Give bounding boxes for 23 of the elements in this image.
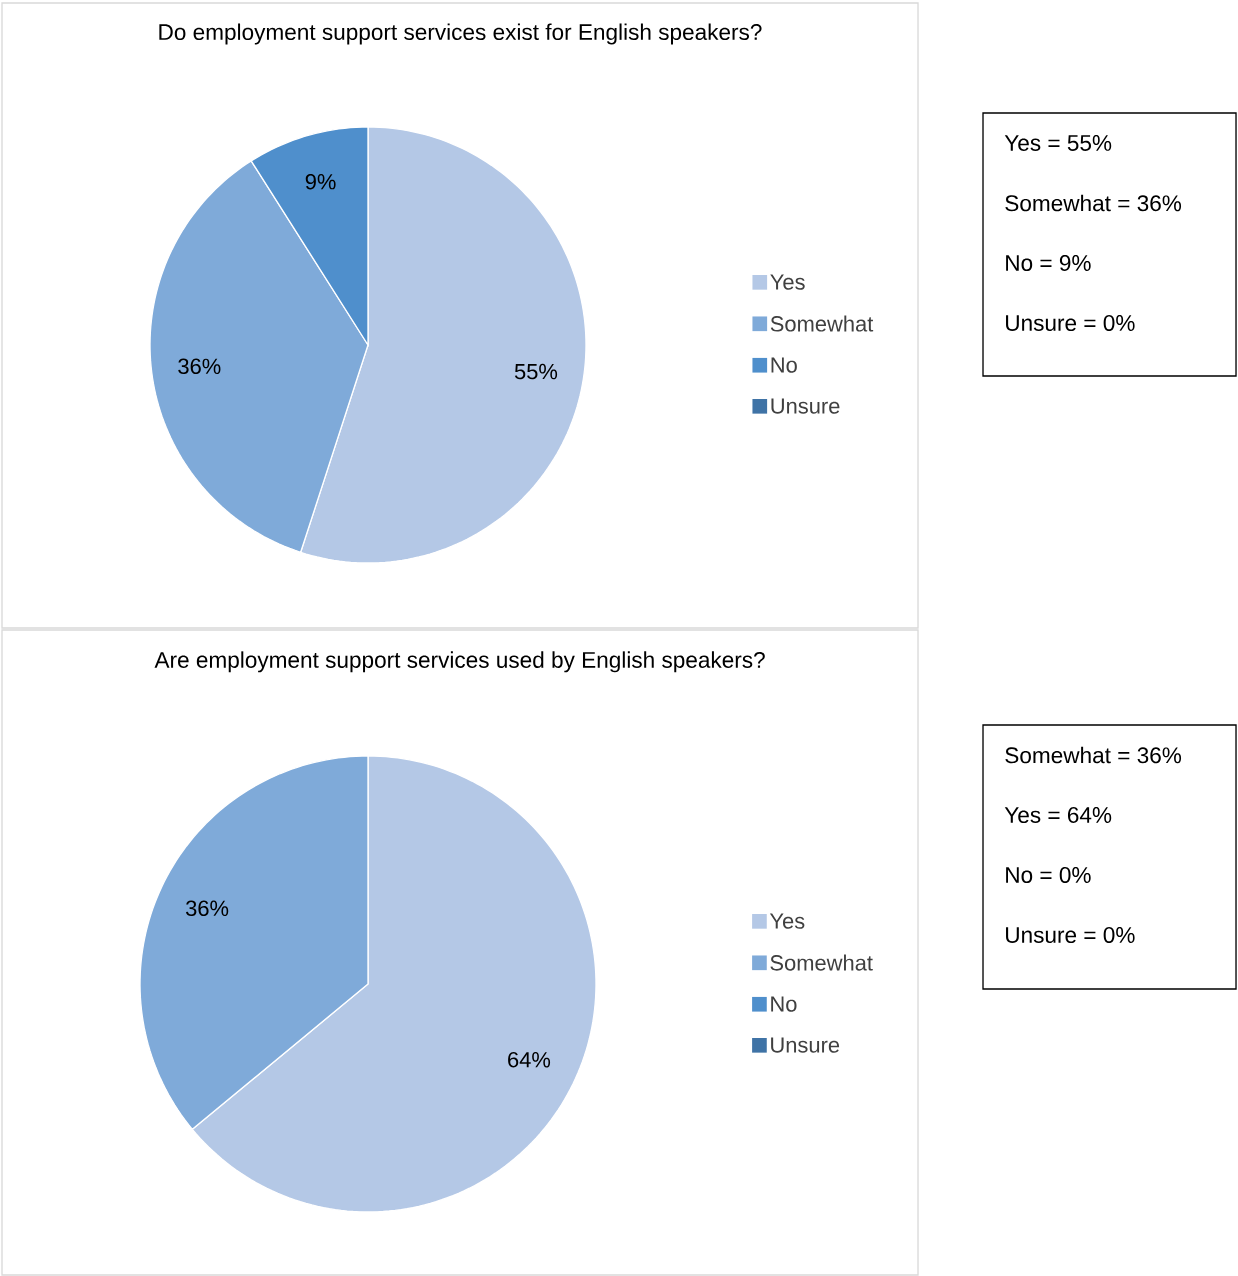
- data-label: 36%: [178, 358, 221, 375]
- chart-title: Are employment support services used by English speakers?: [154, 651, 765, 673]
- data-label: 64%: [508, 1051, 551, 1068]
- legend-label: No: [771, 357, 797, 373]
- text: Yes = 55%: [1004, 135, 1112, 151]
- legend-label: Somewhat: [770, 315, 874, 332]
- chart-title: Do employment support services exist for English speakers?: [159, 23, 762, 45]
- legend-label: Unsure: [771, 398, 840, 414]
- text: Somewhat = 36%: [1005, 746, 1182, 764]
- legend-label: Unsure: [771, 1037, 840, 1053]
- text: Unsure = 0%: [1006, 927, 1135, 943]
- legend-label: Somewhat: [770, 954, 873, 971]
- text: No = 0%: [1006, 867, 1091, 883]
- data-label: 55%: [514, 363, 558, 380]
- legend-label: Yes: [770, 274, 805, 290]
- text: Yes = 64%: [1004, 807, 1112, 823]
- legend-label: Yes: [769, 913, 805, 929]
- text: Unsure = 0%: [1006, 314, 1135, 331]
- legend-label: No: [771, 996, 797, 1012]
- text: No = 9%: [1006, 254, 1091, 271]
- data-label: 9%: [305, 173, 336, 190]
- data-label: 36%: [185, 900, 229, 917]
- text: Somewhat = 36%: [1005, 194, 1182, 212]
